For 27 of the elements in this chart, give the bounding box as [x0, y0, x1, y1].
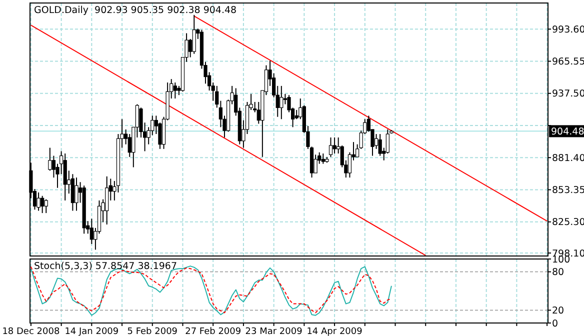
ref-line-label: 904.48 [551, 126, 584, 138]
candlestick [378, 134, 382, 156]
candlestick [105, 176, 109, 226]
x-tick-label: 14 Jan 2009 [64, 327, 119, 336]
candlestick [48, 147, 52, 172]
y-tick-label: 965.55 [552, 56, 584, 68]
y-tick-label: 853.35 [552, 185, 584, 196]
candlestick [40, 195, 44, 214]
candlestick [192, 14, 196, 54]
candlestick [173, 82, 177, 100]
x-tick-label: 23 Mar 2009 [245, 327, 303, 336]
x-tick-label: 18 Dec 2008 [2, 327, 60, 336]
candlestick [328, 136, 333, 158]
y-tick-label: 20 [552, 306, 564, 317]
candlestick [44, 198, 48, 214]
x-tick-label: 5 Feb 2009 [127, 327, 178, 336]
y-tick-label: 0 [552, 318, 558, 330]
candlestick [36, 192, 40, 212]
x-tick-label: 27 Feb 2009 [185, 327, 242, 336]
x-tick-label: 14 Apr 2009 [306, 327, 363, 336]
y-tick-label: 80 [552, 267, 564, 278]
candlestick [321, 152, 325, 164]
candlestick [332, 136, 336, 154]
candlestick [74, 177, 78, 212]
chart-title: GOLD.Daily 902.93 905.35 902.38 904.48 [34, 5, 237, 16]
candlestick [280, 85, 284, 120]
chart-title: Stoch(5,3,3) 57.8547 38.1967 [34, 261, 178, 272]
